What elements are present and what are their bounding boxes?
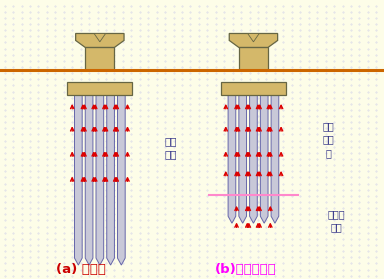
Polygon shape xyxy=(107,95,114,265)
Polygon shape xyxy=(228,95,236,223)
Polygon shape xyxy=(76,33,124,47)
Polygon shape xyxy=(260,95,268,223)
Polygon shape xyxy=(74,95,82,265)
Polygon shape xyxy=(239,95,247,223)
Polygon shape xyxy=(96,95,104,265)
Polygon shape xyxy=(229,33,278,47)
Polygon shape xyxy=(118,95,125,265)
Polygon shape xyxy=(250,95,257,223)
Bar xyxy=(239,47,268,70)
Bar xyxy=(85,47,114,70)
Polygon shape xyxy=(271,95,279,223)
Text: 较坚硬
土层: 较坚硬 土层 xyxy=(327,209,345,232)
Text: (a) 摩擦桩: (a) 摩擦桩 xyxy=(56,263,106,276)
Bar xyxy=(67,82,132,95)
Text: 软弱
土层: 软弱 土层 xyxy=(165,136,177,160)
Bar xyxy=(221,82,286,95)
Polygon shape xyxy=(94,33,106,42)
Polygon shape xyxy=(85,95,93,265)
Text: 较软
弱土
层: 较软 弱土 层 xyxy=(323,121,334,158)
Text: (b)端承摩擦桩: (b)端承摩擦桩 xyxy=(215,263,276,276)
Polygon shape xyxy=(248,33,259,42)
